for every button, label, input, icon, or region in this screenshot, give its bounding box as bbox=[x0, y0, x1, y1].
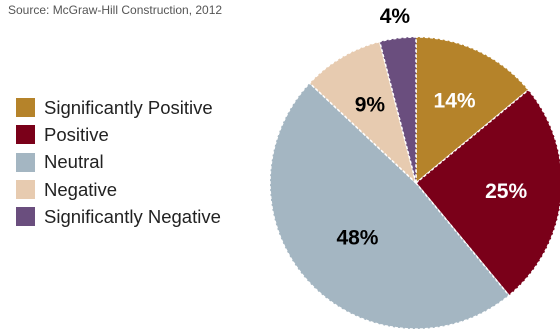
legend-swatch bbox=[16, 98, 35, 118]
pie-slice-negative bbox=[308, 40, 418, 186]
pie-slice-significantly-negative bbox=[378, 36, 417, 184]
slice-label-significantly-positive: 14% bbox=[434, 90, 476, 113]
legend-item-significantly-positive: Significantly Positive bbox=[16, 94, 221, 121]
source-note: Source: McGraw-Hill Construction, 2012 bbox=[8, 3, 223, 17]
slice-label-neutral: 48% bbox=[336, 226, 378, 249]
legend-item-neutral: Neutral bbox=[16, 149, 221, 176]
slice-label-significantly-negative: 4% bbox=[380, 5, 411, 28]
chart-legend: Significantly Positive Positive Neutral … bbox=[16, 94, 221, 230]
legend-label: Negative bbox=[44, 178, 118, 200]
legend-swatch bbox=[16, 180, 35, 200]
pie-slice-neutral bbox=[269, 81, 511, 330]
slice-label-positive: 25% bbox=[485, 180, 527, 203]
legend-swatch bbox=[16, 207, 35, 227]
legend-item-negative: Negative bbox=[16, 176, 221, 203]
legend-label: Positive bbox=[44, 123, 109, 145]
pie-slice-significantly-positive bbox=[415, 36, 530, 185]
legend-swatch bbox=[16, 152, 35, 172]
legend-label: Significantly Positive bbox=[44, 96, 213, 118]
legend-label: Significantly Negative bbox=[44, 205, 221, 227]
legend-label: Neutral bbox=[44, 151, 104, 173]
legend-swatch bbox=[16, 125, 35, 145]
pie-slice-positive bbox=[414, 88, 560, 297]
legend-item-significantly-negative: Significantly Negative bbox=[16, 203, 221, 230]
legend-item-positive: Positive bbox=[16, 121, 221, 148]
slice-label-negative: 9% bbox=[355, 94, 386, 117]
